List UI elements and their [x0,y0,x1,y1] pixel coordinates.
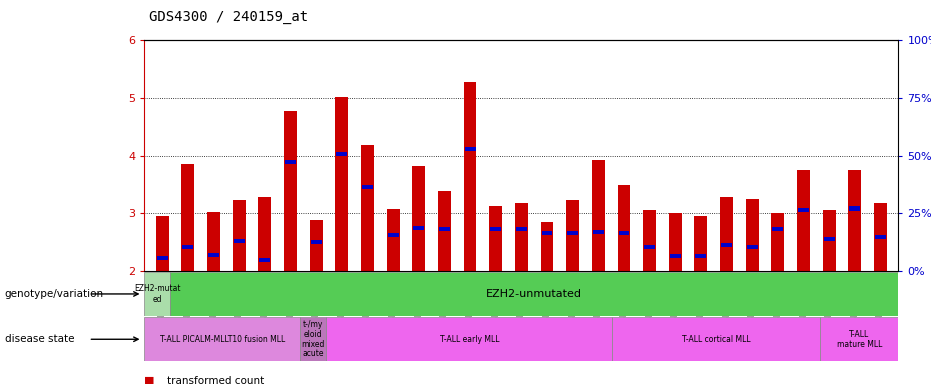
Bar [669,254,681,258]
Bar [284,111,297,271]
Text: genotype/variation: genotype/variation [5,289,103,299]
Bar [259,197,271,271]
Bar [285,161,296,164]
Bar [798,208,809,212]
Bar [260,258,270,262]
Bar [465,147,476,151]
Bar [824,237,834,241]
Bar [695,254,707,258]
Bar [413,225,425,230]
Text: disease state: disease state [5,334,74,344]
Bar [515,203,528,271]
Bar [592,160,605,271]
Bar [773,227,783,231]
Bar [849,207,860,210]
Bar [310,220,322,271]
Text: EZH2-unmutated: EZH2-unmutated [486,289,583,299]
Bar [387,233,398,237]
Bar [643,210,656,271]
Bar [327,317,613,361]
Bar [439,227,450,231]
Bar [875,235,886,239]
Bar [207,212,220,271]
Bar [593,230,604,233]
Bar [746,199,759,271]
Bar [722,243,732,247]
Bar [772,213,784,271]
Text: t-/my
eloid
mixed
acute: t-/my eloid mixed acute [302,320,325,358]
Bar [490,206,502,271]
Text: T-ALL
mature MLL: T-ALL mature MLL [837,330,882,349]
Bar [233,200,246,271]
Bar [234,239,245,243]
Bar [335,97,348,271]
Bar [566,200,579,271]
Bar [144,317,301,361]
Bar [412,166,425,271]
Bar [156,256,168,260]
Bar [695,216,708,271]
Bar [797,170,810,271]
Bar [823,210,836,271]
Bar [848,170,861,271]
Bar [301,317,327,361]
Bar [438,191,451,271]
Bar [491,227,501,231]
Bar [386,209,399,271]
Text: T-ALL cortical MLL: T-ALL cortical MLL [682,335,750,344]
Text: EZH2-mutat
ed: EZH2-mutat ed [134,284,181,304]
Bar [182,164,195,271]
Bar [721,197,733,271]
Bar [618,231,629,235]
Bar [820,317,898,361]
Bar [541,222,553,271]
Text: T-ALL early MLL: T-ALL early MLL [439,335,499,344]
Bar [874,203,887,271]
Bar [567,231,578,235]
Bar [209,253,219,257]
Text: GDS4300 / 240159_at: GDS4300 / 240159_at [149,10,308,23]
Bar [464,82,477,271]
Text: T-ALL PICALM-MLLT10 fusion MLL: T-ALL PICALM-MLLT10 fusion MLL [160,335,285,344]
Bar [613,317,820,361]
Bar [155,216,169,271]
Bar [311,240,321,244]
Bar [336,152,347,156]
Bar [182,245,194,248]
Bar [617,185,630,271]
Bar [362,185,373,189]
Text: ■: ■ [144,376,155,384]
Bar [747,245,758,248]
Bar [516,227,527,231]
Bar [361,145,374,271]
Bar [668,213,681,271]
Bar [644,245,655,248]
Text: transformed count: transformed count [167,376,263,384]
Bar [542,231,552,235]
Bar [144,272,170,316]
